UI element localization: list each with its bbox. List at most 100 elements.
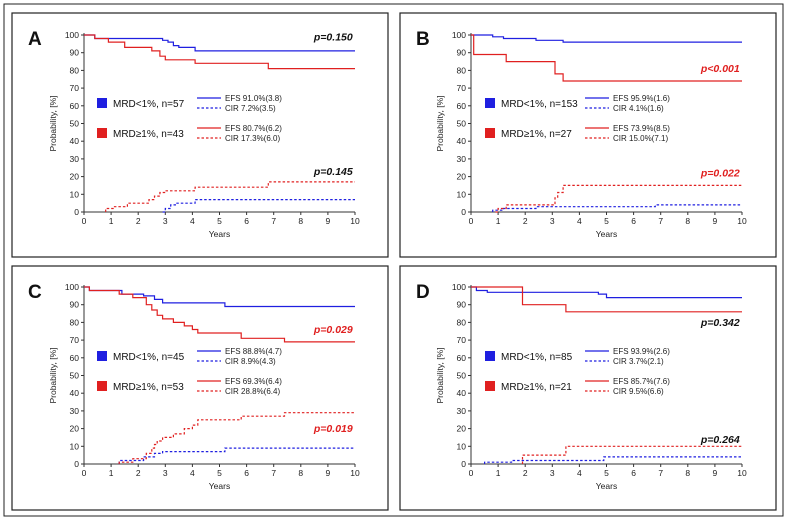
x-tick-label: 7 (658, 468, 663, 478)
x-tick-label: 1 (496, 468, 501, 478)
y-tick-label: 100 (452, 282, 466, 292)
legend-series-label: CIR 17.3%(6.0) (225, 134, 280, 143)
legend-swatch-high (97, 381, 107, 391)
legend-series-label: CIR 7.2%(3.5) (225, 104, 276, 113)
p-value-efs: p=0.342 (700, 317, 740, 329)
panel-b-frame (399, 12, 777, 258)
series-line-efs-high (471, 34, 742, 82)
y-tick-label: 100 (65, 30, 79, 40)
y-tick-label: 60 (457, 101, 467, 111)
panel-d-frame (399, 265, 777, 511)
y-tick-label: 50 (70, 371, 80, 381)
legend-swatch-low (97, 351, 107, 361)
x-tick-label: 8 (298, 468, 303, 478)
y-tick-label: 70 (457, 83, 467, 93)
y-tick-label: 80 (457, 65, 467, 75)
legend-group-label: MRD<1%, n=45 (113, 352, 185, 363)
y-tick-label: 10 (457, 441, 467, 451)
y-tick-label: 20 (70, 172, 80, 182)
y-tick-label: 40 (70, 136, 80, 146)
y-tick-label: 0 (74, 459, 79, 469)
x-axis-label: Years (209, 229, 230, 239)
y-tick-label: 30 (457, 154, 467, 164)
y-tick-label: 80 (70, 317, 80, 327)
y-tick-label: 100 (65, 282, 79, 292)
y-tick-label: 90 (457, 300, 467, 310)
y-tick-label: 80 (457, 317, 467, 327)
y-tick-label: 20 (457, 424, 467, 434)
panel-a: A 0 10 20 30 40 50 60 70 80 90 100 0 1 2 3 4 5 6 7 8 9 10 Years… (11, 12, 389, 258)
legend-swatch-low (97, 98, 107, 108)
x-tick-label: 10 (737, 468, 747, 478)
x-tick-label: 8 (685, 468, 690, 478)
panel-d: D 0 10 20 30 40 50 60 70 80 90 100 0 1 2 3 4 5 6 7 8 9 10 Years… (399, 265, 777, 511)
x-tick-label: 10 (350, 216, 360, 226)
y-axis-label: Probability, [%] (48, 95, 58, 151)
series-line-efs-low (471, 286, 742, 299)
y-tick-label: 10 (70, 441, 80, 451)
x-axis-label: Years (596, 481, 617, 491)
y-tick-label: 30 (70, 406, 80, 416)
x-tick-label: 7 (271, 216, 276, 226)
legend-series-label: CIR 15.0%(7.1) (613, 134, 668, 143)
legend-group-label: MRD<1%, n=85 (501, 352, 573, 363)
y-tick-label: 50 (457, 119, 467, 129)
y-tick-label: 60 (457, 353, 467, 363)
legend-swatch-high (97, 128, 107, 138)
x-tick-label: 4 (577, 468, 582, 478)
series-line-cir-high (521, 445, 742, 464)
x-tick-label: 3 (550, 216, 555, 226)
x-tick-label: 9 (326, 468, 331, 478)
legend-series-label: EFS 80.7%(6.2) (225, 124, 282, 133)
series-line-cir-low (492, 204, 742, 212)
x-tick-label: 5 (604, 216, 609, 226)
x-tick-label: 0 (82, 468, 87, 478)
legend-swatch-high (485, 128, 495, 138)
y-axis-label: Probability, [%] (48, 347, 58, 403)
y-tick-label: 70 (70, 83, 80, 93)
x-tick-label: 9 (713, 468, 718, 478)
x-tick-label: 6 (244, 216, 249, 226)
x-tick-label: 1 (496, 216, 501, 226)
p-value-efs: p<0.001 (700, 63, 740, 75)
y-tick-label: 30 (70, 154, 80, 164)
y-tick-label: 40 (457, 136, 467, 146)
legend-series-label: CIR 3.7%(2.1) (613, 357, 664, 366)
legend-group-label: MRD≥1%, n=43 (113, 129, 184, 140)
panel-a-frame (11, 12, 389, 258)
y-tick-label: 30 (457, 406, 467, 416)
y-tick-label: 10 (457, 189, 467, 199)
legend-series-label: EFS 73.9%(8.5) (613, 124, 670, 133)
x-tick-label: 7 (271, 468, 276, 478)
x-tick-label: 10 (350, 468, 360, 478)
x-tick-label: 5 (217, 468, 222, 478)
x-tick-label: 0 (469, 468, 474, 478)
x-tick-label: 4 (190, 468, 195, 478)
legend-group-label: MRD<1%, n=57 (113, 99, 185, 110)
series-line-cir-low (118, 447, 355, 464)
panel-letter: D (416, 282, 430, 303)
y-tick-label: 90 (70, 48, 80, 58)
x-tick-label: 3 (163, 468, 168, 478)
y-tick-label: 0 (461, 459, 466, 469)
y-tick-label: 50 (70, 119, 80, 129)
series-line-efs-high (84, 286, 355, 343)
y-tick-label: 0 (461, 207, 466, 217)
legend-series-label: CIR 4.1%(1.6) (613, 104, 664, 113)
p-value-efs: p=0.029 (313, 324, 353, 336)
y-tick-label: 90 (457, 48, 467, 58)
panel-letter: A (28, 29, 42, 50)
x-axis-label: Years (596, 229, 617, 239)
x-tick-label: 2 (523, 468, 528, 478)
x-tick-label: 1 (109, 468, 114, 478)
legend-group-label: MRD≥1%, n=53 (113, 382, 184, 393)
y-tick-label: 0 (74, 207, 79, 217)
legend-group-label: MRD≥1%, n=21 (501, 382, 572, 393)
x-tick-label: 4 (577, 216, 582, 226)
y-tick-label: 70 (457, 335, 467, 345)
y-tick-label: 60 (70, 353, 80, 363)
p-value-cir: p=0.145 (313, 166, 353, 178)
legend-group-label: MRD<1%, n=153 (501, 99, 578, 110)
y-tick-label: 60 (70, 101, 80, 111)
